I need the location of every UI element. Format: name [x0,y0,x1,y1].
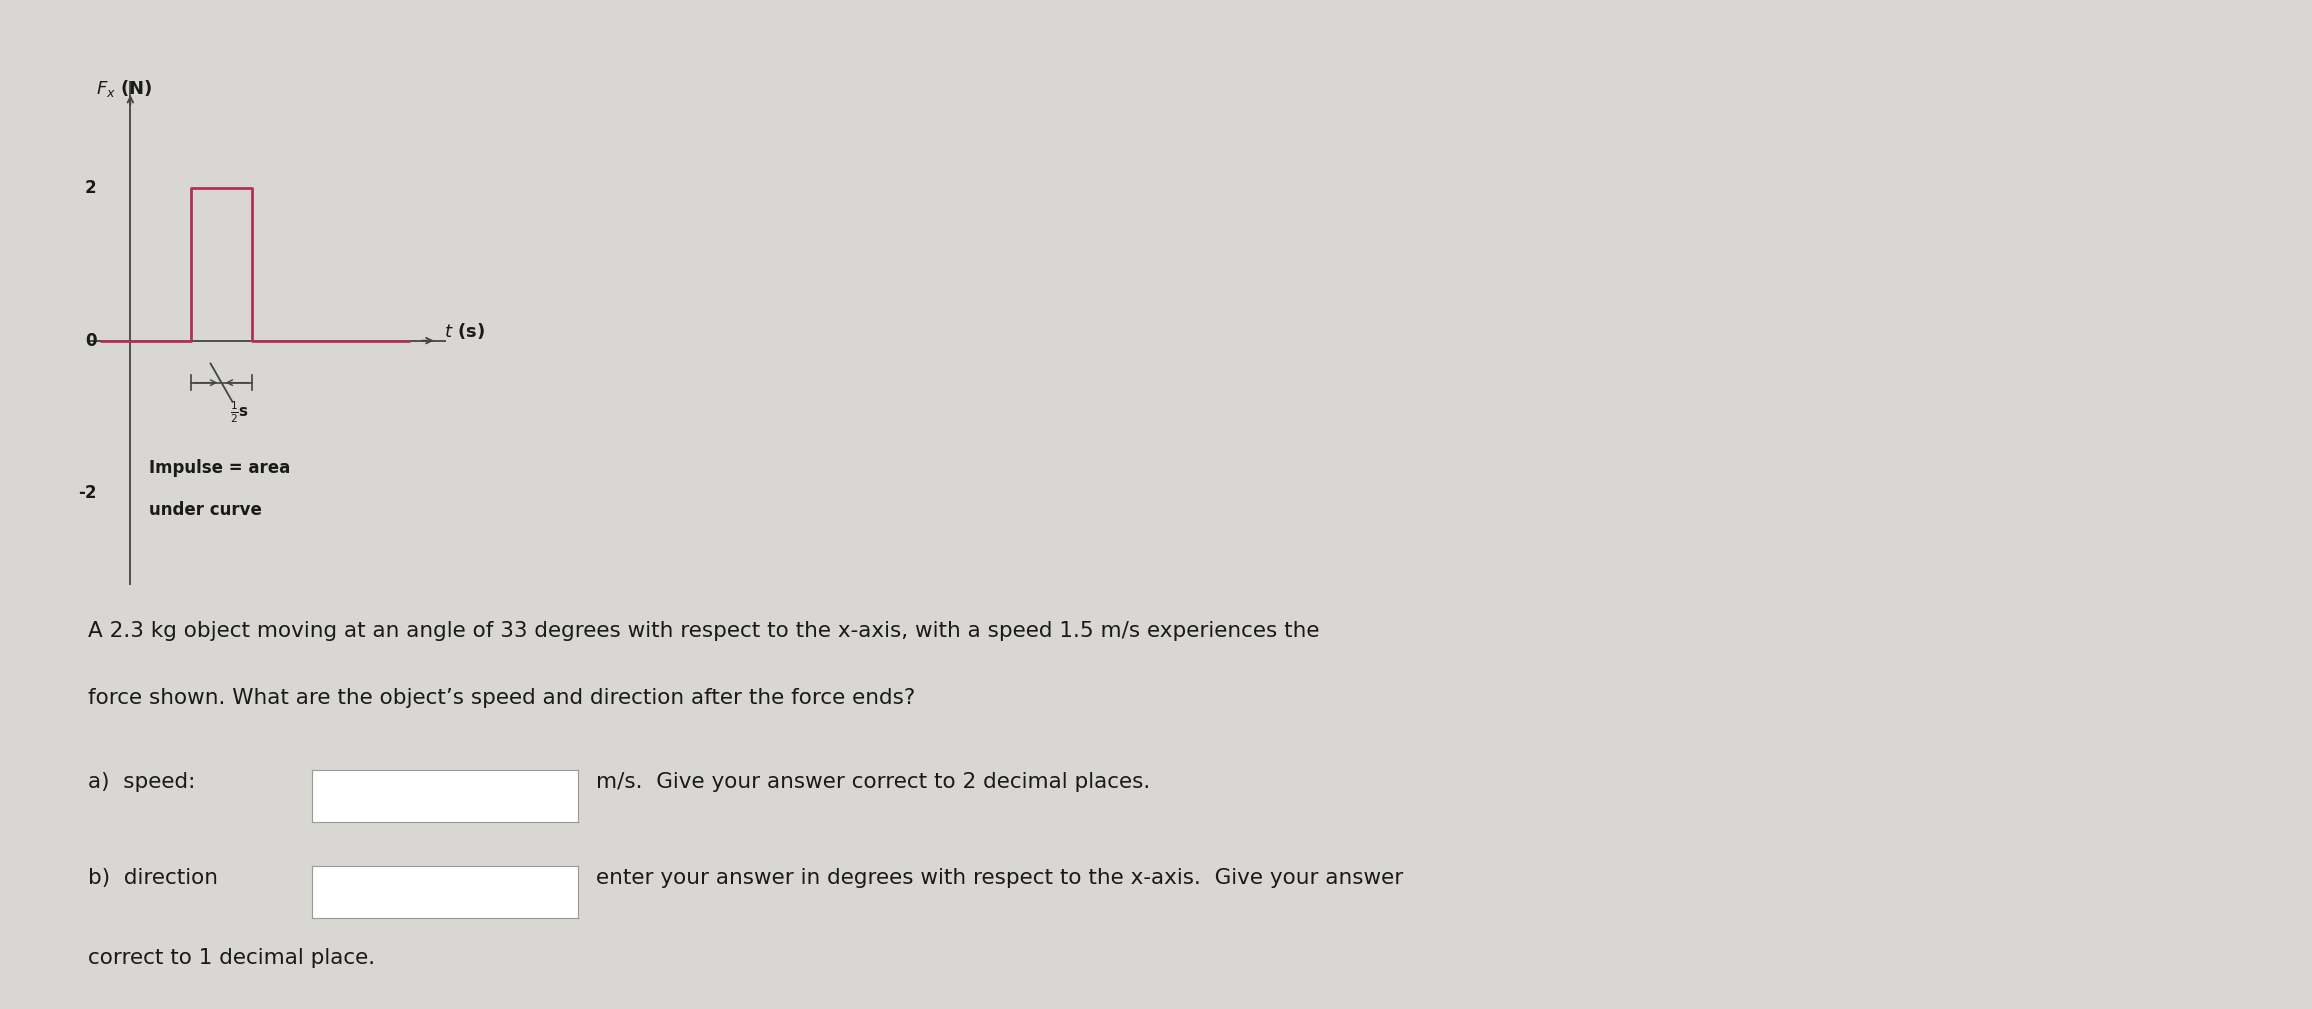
Text: b)  direction: b) direction [88,868,217,888]
Text: 2: 2 [86,179,97,197]
Text: correct to 1 decimal place.: correct to 1 decimal place. [88,948,375,969]
Text: a)  speed:: a) speed: [88,772,194,792]
Text: $F_x$ (N): $F_x$ (N) [97,78,153,99]
Text: under curve: under curve [148,501,261,520]
Text: Impulse = area: Impulse = area [148,459,289,477]
Text: m/s.  Give your answer correct to 2 decimal places.: m/s. Give your answer correct to 2 decim… [596,772,1151,792]
Text: enter your answer in degrees with respect to the x-axis.  Give your answer: enter your answer in degrees with respec… [596,868,1403,888]
Text: $t$ (s): $t$ (s) [444,322,486,341]
Text: $\frac{1}{2}$s: $\frac{1}{2}$s [231,400,250,425]
Text: force shown. What are the object’s speed and direction after the force ends?: force shown. What are the object’s speed… [88,688,916,708]
Text: 0: 0 [86,332,97,349]
Text: A 2.3 kg object moving at an angle of 33 degrees with respect to the x-axis, wit: A 2.3 kg object moving at an angle of 33… [88,621,1320,641]
Text: -2: -2 [79,484,97,502]
